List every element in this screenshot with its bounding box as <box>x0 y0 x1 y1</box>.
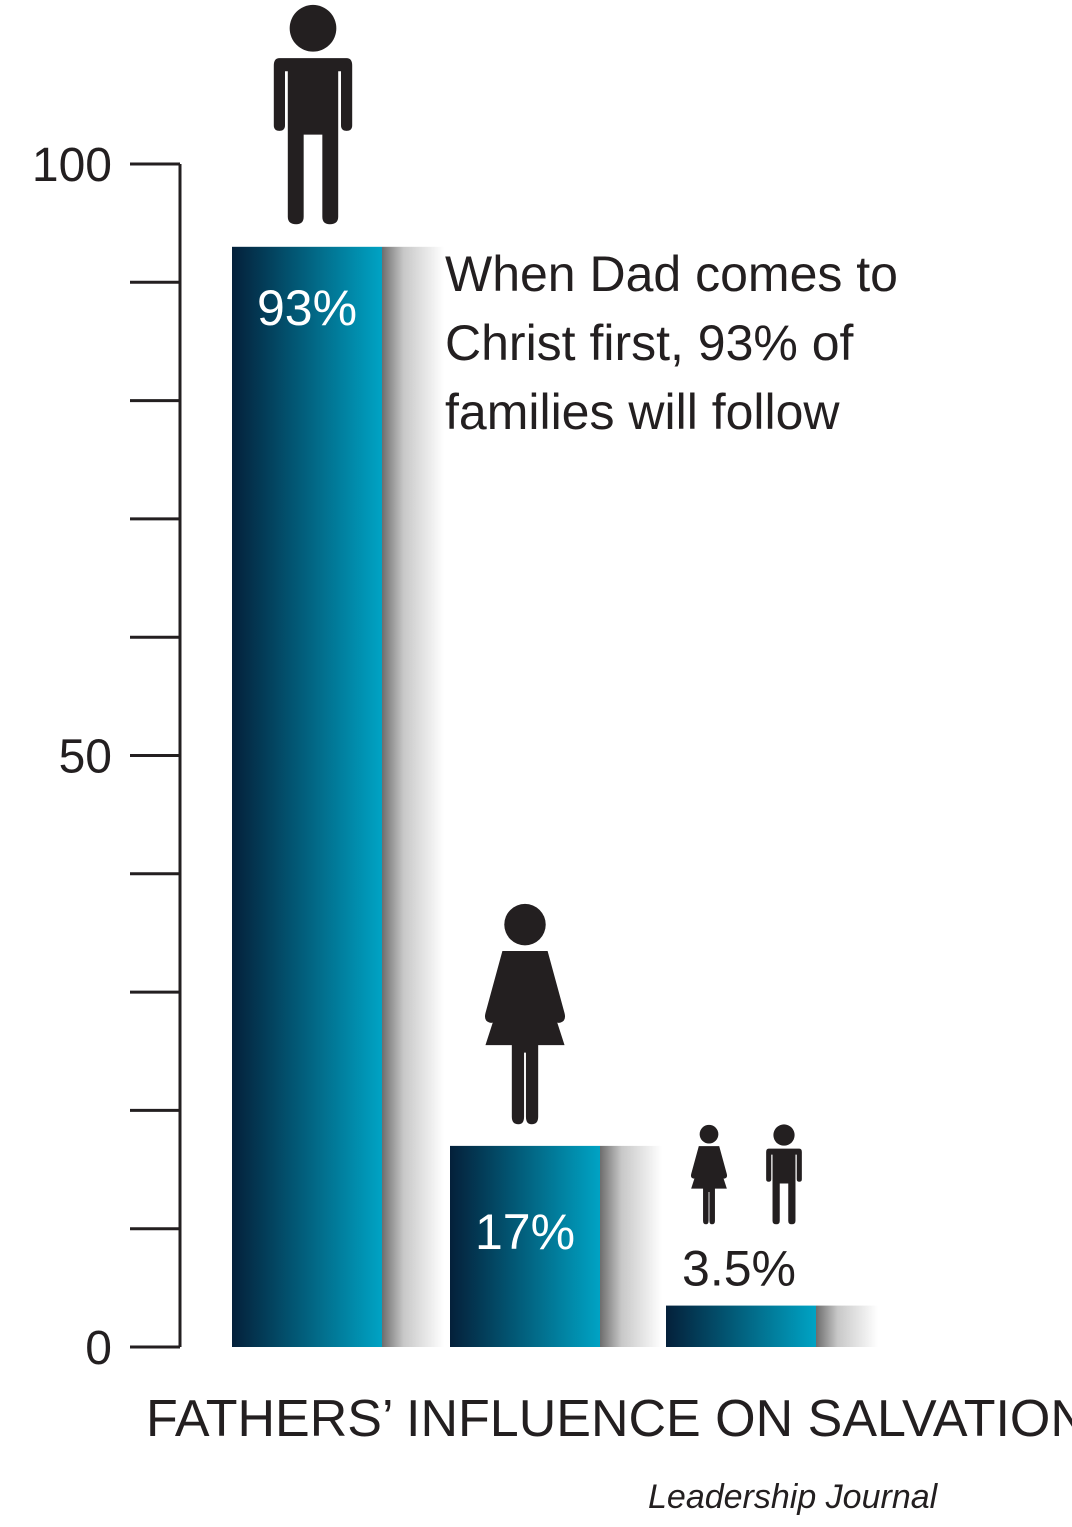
bar-data-label: 93% <box>257 280 357 336</box>
bar <box>450 1145 600 1347</box>
bar-shadow <box>816 1305 878 1347</box>
y-axis: 0 50 100 <box>32 139 182 1375</box>
y-tick-label: 50 <box>59 731 112 784</box>
annotation-line: families will follow <box>445 384 840 440</box>
bar-data-label: 17% <box>475 1204 575 1260</box>
bars-layer: 93% 17% 3.5% <box>232 246 878 1347</box>
man-icon <box>273 4 353 225</box>
bar <box>666 1305 816 1347</box>
boy-icon <box>766 1124 802 1225</box>
bar <box>232 246 382 1347</box>
source-label: Leadership Journal <box>648 1478 939 1516</box>
annotation-line: When Dad comes to <box>445 246 898 302</box>
bar-shadow <box>600 1145 662 1347</box>
chart-title: FATHERS’ INFLUENCE ON SALVATION <box>146 1390 1072 1448</box>
y-tick-label: 100 <box>32 139 112 192</box>
annotation-line: Christ first, 93% of <box>445 315 854 371</box>
annotation-text: When Dad comes to Christ first, 93% of fam… <box>445 246 898 440</box>
bar-shadow <box>382 246 444 1347</box>
girl-icon <box>690 1124 728 1225</box>
bar-data-label: 3.5% <box>682 1241 796 1297</box>
y-tick-label: 0 <box>85 1322 112 1375</box>
woman-icon <box>484 903 566 1125</box>
